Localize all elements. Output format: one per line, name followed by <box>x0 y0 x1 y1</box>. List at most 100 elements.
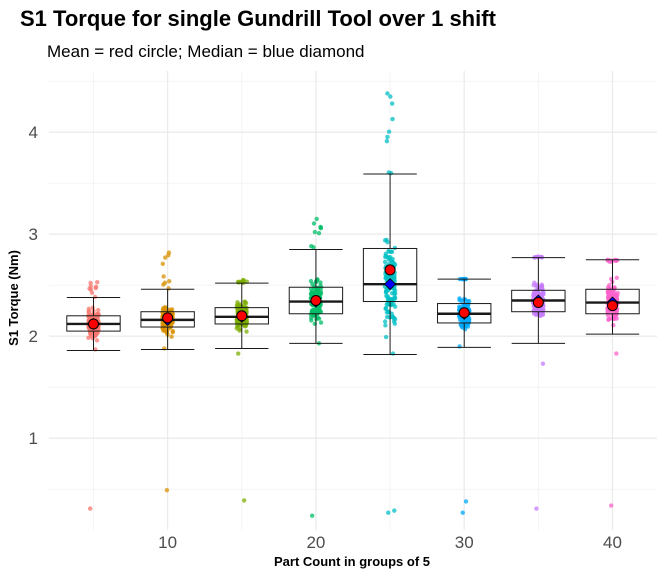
jitter-point <box>309 318 314 323</box>
jitter-point <box>465 299 470 304</box>
jitter-point <box>611 322 616 328</box>
mean-circle <box>236 310 248 322</box>
jitter-point <box>169 334 174 339</box>
box-group-15 <box>214 277 269 503</box>
jitter-point <box>93 330 98 336</box>
jitter-point <box>539 284 545 289</box>
jitter-point <box>534 506 539 511</box>
jitter-point <box>607 259 612 264</box>
box-group-40 <box>585 257 640 508</box>
jitter-point <box>392 508 397 513</box>
jitter-point <box>241 303 247 308</box>
jitter-point <box>161 328 166 333</box>
mean-circle <box>532 297 544 309</box>
jitter-point <box>314 287 319 292</box>
y-tick-label: 4 <box>29 123 38 142</box>
jitter-point <box>309 244 314 249</box>
x-tick-label: 30 <box>455 533 474 552</box>
box-group-30 <box>437 276 492 515</box>
jitter-point <box>166 286 171 291</box>
jitter-point <box>241 322 247 327</box>
mean-circle <box>384 264 396 276</box>
jitter-point <box>318 290 324 296</box>
x-tick-label: 20 <box>306 533 325 552</box>
jitter-point <box>392 291 397 296</box>
jitter-point <box>95 279 100 285</box>
jitter-point <box>311 221 317 226</box>
jitter-point <box>314 216 319 222</box>
jitter-point <box>534 311 539 316</box>
jitter-point <box>457 304 462 309</box>
jitter-point <box>385 240 390 245</box>
jitter-point <box>531 289 537 295</box>
jitter-point <box>386 129 392 134</box>
jitter-point <box>318 280 323 285</box>
jitter-point <box>316 231 322 236</box>
jitter-point <box>385 134 390 140</box>
jitter-point <box>386 510 391 515</box>
chart-subtitle: Mean = red circle; Median = blue diamond <box>47 42 365 61</box>
jitter-point <box>531 282 536 288</box>
jitter-point <box>611 290 617 295</box>
jitter-point <box>536 254 542 259</box>
mean-circle <box>87 318 99 330</box>
y-tick-label: 1 <box>29 429 38 448</box>
jitter-point <box>540 361 546 366</box>
mean-circle <box>310 295 322 306</box>
jitter-point <box>457 344 462 349</box>
jitter-point <box>384 302 389 307</box>
plot-axes: 10 20 30 40 1 2 3 4 <box>29 123 622 552</box>
jitter-point <box>166 250 172 255</box>
jitter-point <box>88 331 94 337</box>
jitter-point <box>86 335 91 341</box>
jitter-point <box>162 308 168 314</box>
jitter-point <box>392 245 398 251</box>
jitter-point <box>607 283 612 288</box>
chart-title: S1 Torque for single Gundrill Tool over … <box>20 6 497 31</box>
y-axis-title: S1 Torque (Nm) <box>6 250 21 346</box>
plot-grid <box>49 71 657 530</box>
jitter-point <box>383 254 388 260</box>
x-axis-title: Part Count in groups of 5 <box>274 554 430 569</box>
jitter-point <box>95 307 101 313</box>
jitter-point <box>384 314 390 320</box>
jitter-point <box>88 283 94 289</box>
jitter-point <box>236 351 241 356</box>
jitter-point <box>460 510 465 515</box>
jitter-point <box>235 300 240 305</box>
jitter-point <box>164 488 170 493</box>
jitter-point <box>163 305 168 311</box>
y-tick-label: 2 <box>29 327 38 346</box>
jitter-point <box>388 94 393 99</box>
jitter-point <box>390 351 396 356</box>
jitter-point <box>383 251 389 256</box>
jitter-point <box>605 310 610 316</box>
jitter-point <box>457 296 462 301</box>
jitter-point <box>383 290 389 295</box>
jitter-point <box>162 346 167 351</box>
mean-circle <box>458 307 470 319</box>
jitter-point <box>164 329 170 335</box>
jitter-point <box>234 326 240 331</box>
jitter-point <box>382 319 388 324</box>
jitter-point <box>386 248 391 254</box>
y-tick-label: 3 <box>29 225 38 244</box>
jitter-point <box>93 284 99 290</box>
jitter-point <box>383 323 388 328</box>
jitter-point <box>385 296 391 301</box>
jitter-point <box>88 280 93 286</box>
box-group-20 <box>288 216 344 518</box>
jitter-point <box>309 513 315 518</box>
x-tick-label: 40 <box>603 533 622 552</box>
jitter-point <box>384 138 390 144</box>
mean-circle <box>162 312 174 324</box>
jitter-point <box>392 294 397 300</box>
jitter-point <box>163 255 168 260</box>
jitter-point <box>386 255 392 261</box>
jitter-point <box>383 306 389 311</box>
jitter-point <box>167 279 172 284</box>
iqr-box <box>362 247 418 303</box>
jitter-point <box>387 310 392 315</box>
jitter-point <box>94 338 100 343</box>
